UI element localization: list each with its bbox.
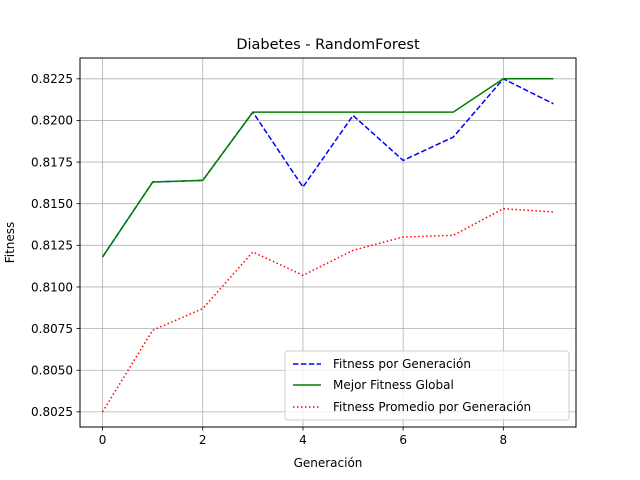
x-tick-label: 0 (99, 433, 107, 447)
legend-label-series-0: Fitness por Generación (333, 357, 471, 371)
y-tick-label: 0.8050 (31, 364, 73, 378)
y-tick-label: 0.8175 (31, 155, 73, 169)
y-axis-label: Fitness (3, 222, 17, 264)
series-line-1 (101, 78, 554, 258)
series-lines (101, 78, 554, 413)
y-tick-label: 0.8025 (31, 405, 73, 419)
x-tick-label: 6 (399, 433, 407, 447)
x-tick-label: 4 (299, 433, 307, 447)
y-tick-label: 0.8150 (31, 197, 73, 211)
axis-ticks: 0 2 4 6 8 0.8025 0.8050 0.8075 0.8100 0.8125 0.815… (31, 72, 507, 447)
chart-title: Diabetes - RandomForest (236, 37, 420, 53)
x-axis-label: Generación (294, 456, 363, 470)
series-line-0 (101, 78, 554, 258)
y-tick-label: 0.8200 (31, 114, 73, 128)
x-tick-label: 8 (500, 433, 508, 447)
legend-box (284, 350, 570, 421)
y-tick-label: 0.8075 (31, 322, 73, 336)
legend: Fitness por Generación Mejor Fitness Glo… (284, 350, 570, 421)
y-tick-label: 0.8225 (31, 72, 73, 86)
legend-label-series-1: Mejor Fitness Global (333, 378, 454, 392)
y-tick-label: 0.8100 (31, 280, 73, 294)
legend-label-series-2: Fitness Promedio por Generación (333, 400, 531, 414)
x-tick-label: 2 (199, 433, 207, 447)
series-line-2 (101, 207, 554, 413)
plot-area-frame (79, 57, 577, 428)
y-tick-label: 0.8125 (31, 239, 73, 253)
